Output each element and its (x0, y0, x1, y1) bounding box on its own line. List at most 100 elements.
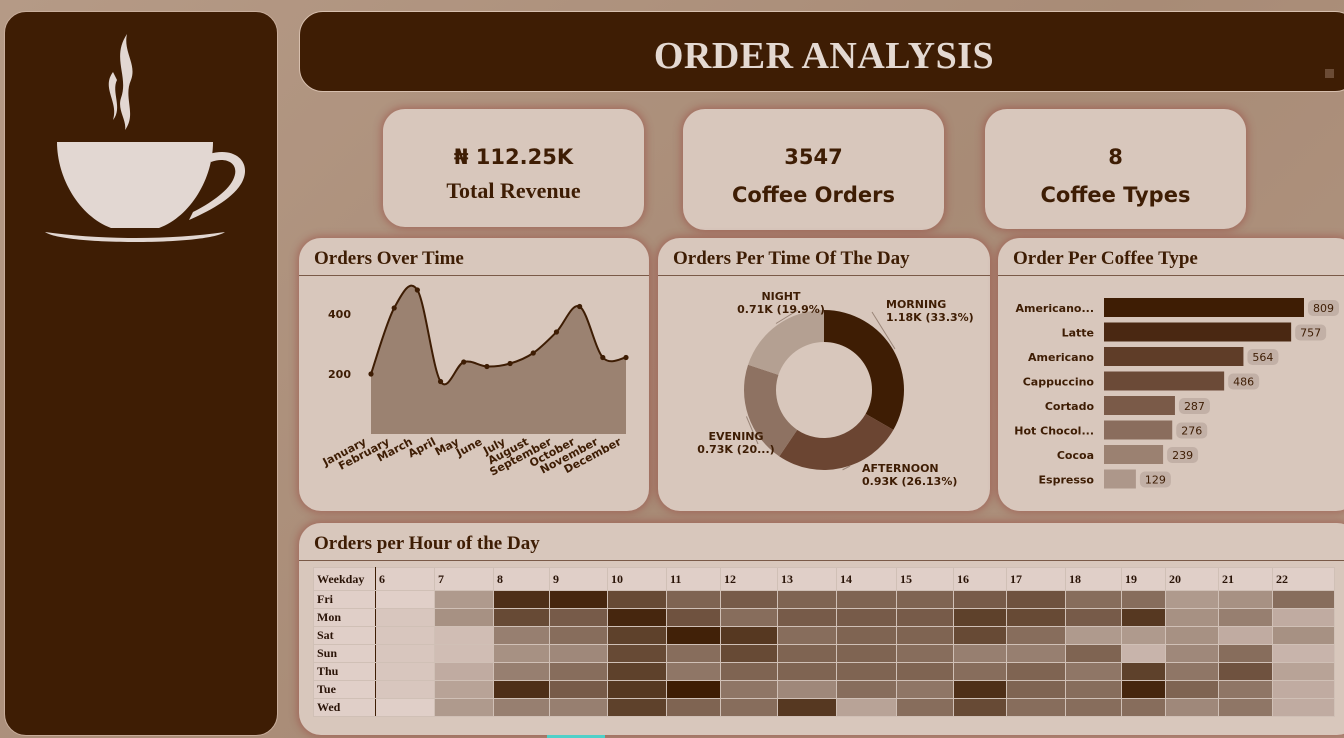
heatmap-cell (434, 662, 494, 681)
kpi-label: Total Revenue (446, 178, 581, 203)
heatmap-cell (1165, 698, 1219, 717)
heatmap-day-label: Wed (313, 698, 376, 717)
heatmap-cell (607, 590, 667, 609)
slice-value-label: 0.73K (20...) (697, 443, 774, 456)
heatmap-cell (1121, 626, 1166, 645)
x-tick-label: June (453, 435, 484, 460)
bar (1104, 445, 1164, 464)
kpi-value: ₦ 112.25K (453, 145, 574, 169)
bar (1104, 322, 1292, 342)
heatmap-cell (1006, 698, 1066, 717)
heatmap-cell (434, 698, 494, 717)
data-point (530, 350, 536, 356)
data-point (368, 371, 374, 377)
heatmap-cell (607, 680, 667, 699)
heatmap-cell (549, 590, 608, 609)
data-point (600, 354, 606, 361)
heatmap-cell (1121, 644, 1166, 663)
y-tick-label: 200 (328, 368, 351, 381)
area-fill (371, 285, 626, 434)
heatmap-cell (493, 644, 550, 663)
heatmap-cell (777, 662, 837, 681)
heatmap-hour-header: 19 (1121, 567, 1166, 591)
heatmap-cell (777, 680, 837, 699)
heatmap-cell (434, 626, 494, 645)
heatmap-cell (836, 644, 897, 663)
heatmap-cell (1121, 608, 1166, 627)
heatmap-cell (375, 590, 435, 609)
y-tick-label: 400 (328, 308, 351, 321)
heatmap-cell (493, 662, 550, 681)
heatmap-cell (607, 608, 667, 627)
heatmap-cell (953, 608, 1007, 627)
hourly-heatmap-table: Weekday 6 7 8 9 10 11 12 13 14 15 16 17 18 19 20 21 22 Fri… (313, 567, 1335, 717)
heatmap-cell (896, 608, 954, 627)
heatmap-cell (1065, 608, 1122, 627)
bar-value-label: 757 (1300, 327, 1321, 340)
heatmap-cell (953, 644, 1007, 663)
heatmap-cell (1272, 680, 1335, 699)
heatmap-cell (607, 662, 667, 681)
heatmap-row: Thu (313, 662, 1335, 681)
bar-value-label: 129 (1145, 474, 1166, 487)
bar-value-badge (1308, 300, 1339, 316)
heatmap-cell (607, 626, 667, 645)
heatmap-cell (1006, 644, 1066, 663)
heatmap-cell (434, 644, 494, 663)
heatmap-cell (1065, 698, 1122, 717)
bar (1104, 420, 1173, 440)
heatmap-day-label: Sun (313, 644, 376, 663)
heatmap-hour-header: 6 (375, 567, 435, 591)
heatmap-cell (1272, 644, 1335, 663)
scroll-indicator[interactable] (547, 735, 605, 738)
heatmap-cell (375, 662, 435, 681)
bar-value-badge (1228, 373, 1260, 390)
heatmap-hour-header: 22 (1272, 567, 1335, 591)
heatmap-cell (953, 626, 1007, 645)
bar-category-label: Cappuccino (1023, 376, 1095, 389)
heatmap-day-label: Sat (313, 626, 376, 645)
heatmap-cell (720, 698, 778, 717)
bar-category-label: Latte (1062, 327, 1094, 340)
heatmap-hour-header: 8 (493, 567, 550, 591)
panel-title: Order Per Coffee Type (1013, 248, 1198, 269)
heatmap-cell (434, 608, 494, 627)
leader-line (842, 465, 851, 471)
heatmap-cell (1272, 608, 1335, 627)
heatmap-cell (777, 608, 837, 627)
heatmap-cell (720, 662, 778, 681)
heatmap-cell (1065, 644, 1122, 663)
heatmap-cell (777, 698, 837, 717)
hourly-heatmap-panel: Orders per Hour of the Day Weekday 6 7 8 9 10… (299, 523, 1344, 735)
heatmap-cell (896, 698, 954, 717)
corner-handle[interactable] (1325, 69, 1334, 78)
heatmap-day-label: Tue (313, 680, 376, 699)
heatmap-cell (777, 626, 837, 645)
heatmap-cell (1006, 662, 1066, 681)
divider (658, 275, 990, 276)
heatmap-cell (836, 626, 897, 645)
heatmap-day-label: Thu (313, 662, 376, 681)
kpi-coffee-types: 8 Coffee Types (985, 109, 1246, 229)
bar-category-label: Cocoa (1057, 449, 1094, 462)
heatmap-cell (1218, 626, 1273, 645)
data-point (461, 359, 467, 365)
orders-over-time-chart: 200400JanuaryFebruaryMarchAprilMayJuneJu… (320, 284, 629, 479)
bar-value-badge (1295, 324, 1327, 341)
leader-line (871, 311, 896, 350)
heatmap-cell (836, 608, 897, 627)
heatmap-cell (1272, 698, 1335, 717)
donut-slice-afternoon (779, 413, 894, 471)
data-point (484, 363, 490, 370)
bar (1104, 371, 1225, 391)
heatmap-cell (375, 608, 435, 627)
heatmap-cell (777, 590, 837, 609)
kpi-coffee-orders: 3547 Coffee Orders (683, 109, 944, 230)
sidebar (4, 11, 278, 736)
coffee-type-panel: Order Per Coffee Type Americano... 809 Lat… (998, 238, 1344, 511)
bar-value-badge (1178, 398, 1210, 414)
bar-value-badge (1176, 422, 1208, 439)
heatmap-cell (1218, 590, 1273, 609)
heatmap-cell (549, 608, 608, 627)
heatmap-day-label: Fri (313, 590, 376, 609)
